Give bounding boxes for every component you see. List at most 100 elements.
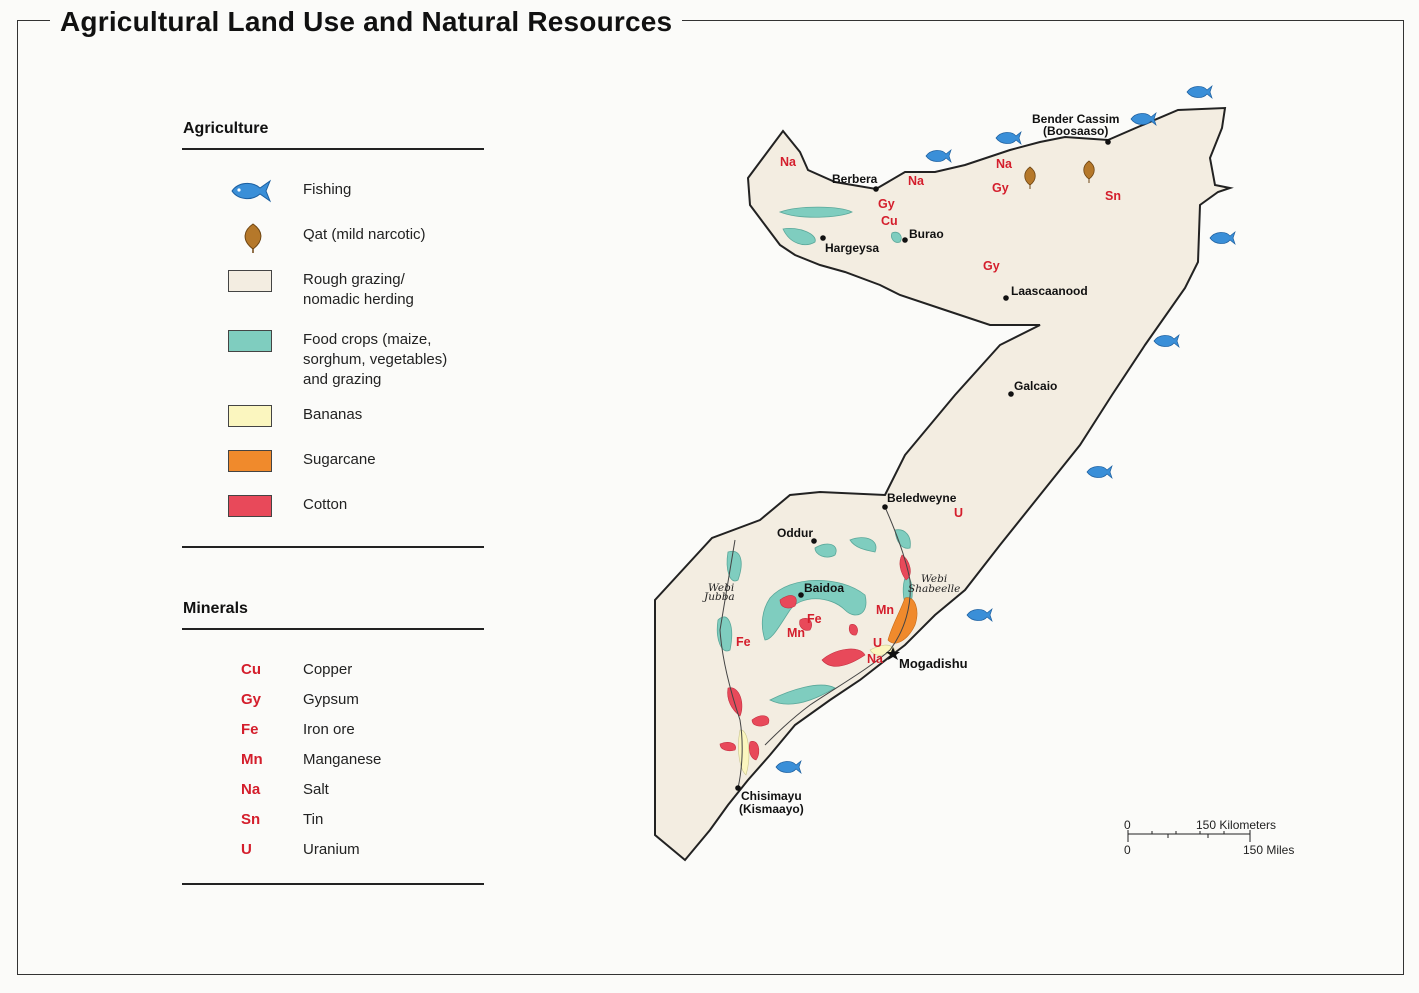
city-dot-beledweyne: [882, 504, 888, 510]
label-beledweyne: Beledweyne: [887, 491, 957, 505]
mineral-code-tin: Sn: [241, 811, 261, 828]
label-mogadishu: Mogadishu: [899, 656, 968, 671]
swatch-cotton: [228, 495, 272, 517]
legend-food-crops-line3: and grazing: [303, 371, 382, 388]
fish-icon: [966, 608, 993, 622]
legend-rough-grazing-line1: Rough grazing/: [303, 271, 405, 288]
city-dot-chisimayu: [735, 785, 741, 791]
mineral-mark-na: Na: [780, 155, 797, 169]
swatch-rough-grazing: [228, 270, 272, 292]
label-hargeysa: Hargeysa: [825, 241, 879, 255]
label-burao: Burao: [909, 227, 944, 241]
city-dot-baidoa: [798, 592, 804, 598]
mineral-mark-fe: Fe: [807, 612, 822, 626]
legend-rough-grazing-line2: nomadic herding: [303, 291, 414, 308]
city-dot-berbera: [873, 186, 879, 192]
swatch-bananas: [228, 405, 272, 427]
label-boosaaso: (Boosaaso): [1043, 124, 1108, 138]
mineral-name-gypsum: Gypsum: [303, 691, 359, 708]
country-outline: [654, 106, 1234, 862]
mineral-code-manganese: Mn: [241, 751, 263, 768]
city-dot-galcaio: [1008, 391, 1014, 397]
legend-fishing-label: Fishing: [303, 181, 352, 198]
mineral-name-manganese: Manganese: [303, 751, 382, 768]
legend-cotton-label: Cotton: [303, 496, 348, 513]
mineral-mark-u: U: [873, 636, 882, 650]
city-dot-bender-cassim: [1105, 139, 1111, 145]
mineral-code-salt: Na: [241, 781, 261, 798]
minerals-rule-top: [182, 628, 484, 630]
swatch-sugarcane: [228, 450, 272, 472]
mineral-mark-mn: Mn: [876, 603, 894, 617]
label-baidoa: Baidoa: [804, 581, 844, 595]
mineral-code-gypsum: Gy: [241, 691, 262, 708]
legend-sugarcane-label: Sugarcane: [303, 451, 376, 468]
minerals-rule-bottom: [182, 883, 484, 885]
river-jubba: [719, 539, 743, 789]
mineral-mark-u: U: [954, 506, 963, 520]
map-frame: [17, 20, 1404, 975]
fish-icon: [925, 149, 952, 163]
fish-icon: [995, 131, 1022, 145]
river-shabeelle: [764, 506, 911, 746]
page-title: Agricultural Land Use and Natural Resour…: [60, 6, 673, 37]
city-dots: [735, 139, 1111, 791]
fish-icon: [775, 760, 802, 774]
banana-regions: [738, 644, 896, 776]
mineral-code-uranium: U: [241, 841, 252, 858]
mineral-name-tin: Tin: [303, 811, 324, 828]
city-dot-oddur: [811, 538, 817, 544]
legend-bananas-label: Bananas: [303, 406, 363, 423]
label-webi-jubba-2: Jubba: [702, 591, 735, 603]
capital-star-icon: [886, 647, 900, 660]
scale-km-zero: 0: [1124, 818, 1131, 832]
label-webi-jubba-1: Webi: [708, 582, 734, 594]
legend-qat-label: Qat (mild narcotic): [303, 226, 426, 243]
legend-food-crops-label: Food crops (maize, sorghum, vegetables) …: [303, 330, 447, 390]
mineral-name-iron: Iron ore: [303, 721, 355, 738]
sugarcane-regions: [887, 597, 918, 644]
mineral-mark-gy: Gy: [992, 181, 1009, 195]
fish-icon: [1086, 465, 1113, 479]
label-webi-shabeelle-1: Webi: [921, 573, 947, 585]
mineral-code-copper: Cu: [241, 661, 261, 678]
mineral-name-copper: Copper: [303, 661, 353, 678]
scale-km-label: 150 Kilometers: [1196, 818, 1276, 832]
legend-rough-grazing-label: Rough grazing/ nomadic herding: [303, 270, 414, 310]
mineral-mark-fe: Fe: [736, 635, 751, 649]
city-dot-burao: [902, 237, 908, 243]
mineral-mark-cu: Cu: [881, 214, 898, 228]
mineral-mark-gy: Gy: [878, 197, 895, 211]
qat-leaf-icon: [244, 223, 262, 253]
scale-mi-zero: 0: [1124, 843, 1131, 857]
label-galcaio: Galcaio: [1014, 379, 1057, 393]
legend-food-crops-line1: Food crops (maize,: [303, 331, 432, 348]
label-laascaanood: Laascaanood: [1011, 284, 1088, 298]
legend-food-crops-line2: sorghum, vegetables): [303, 351, 448, 368]
mineral-mark-na: Na: [996, 157, 1013, 171]
label-webi-shabeelle-2: Shabeelle: [908, 583, 960, 595]
fish-icon: [231, 179, 272, 203]
mineral-mark-na: Na: [867, 652, 884, 666]
fish-icon: [1209, 231, 1236, 245]
label-chisimayu: Chisimayu: [741, 789, 802, 803]
title-wrap: Agricultural Land Use and Natural Resour…: [50, 6, 683, 38]
fish-icon: [1186, 85, 1213, 99]
mineral-mark-sn: Sn: [1105, 189, 1121, 203]
mineral-mark-na: Na: [908, 174, 925, 188]
agriculture-rule-bottom: [182, 546, 484, 548]
city-dot-laascaanood: [1003, 295, 1009, 301]
mineral-name-uranium: Uranium: [303, 841, 360, 858]
label-oddur: Oddur: [777, 526, 813, 540]
city-dot-hargeysa: [820, 235, 826, 241]
scale-bar: [1127, 830, 1251, 842]
agriculture-rule-top: [182, 148, 484, 150]
swatch-food-crops: [228, 330, 272, 352]
scale-mi-label: 150 Miles: [1243, 843, 1294, 857]
agriculture-heading: Agriculture: [183, 120, 269, 137]
mineral-mark-mn: Mn: [787, 626, 805, 640]
label-bender-cassim: Bender Cassim: [1032, 112, 1119, 126]
mineral-mark-gy: Gy: [983, 259, 1000, 273]
fish-icon: [1153, 334, 1180, 348]
